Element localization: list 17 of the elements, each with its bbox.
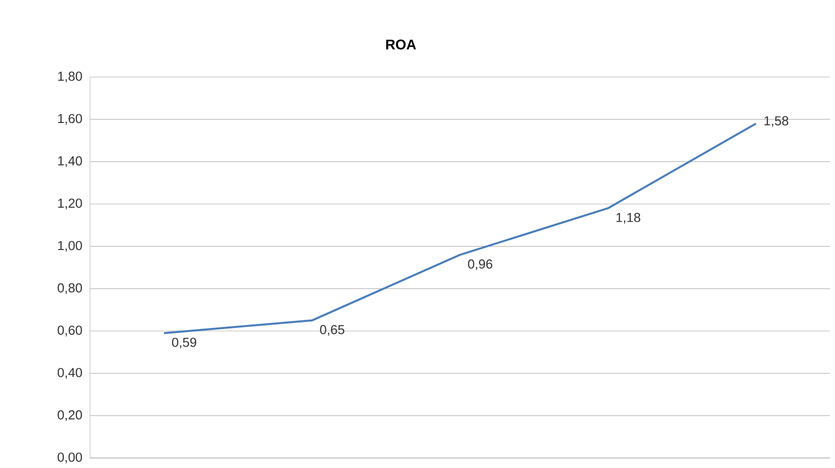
data-label: 0,59: [172, 338, 196, 348]
chart-title: ROA: [386, 40, 416, 50]
data-label: 0,65: [320, 325, 344, 336]
y-tick-label: 0,20: [58, 410, 82, 422]
line-series: [163, 122, 757, 334]
y-tick-label: 1,00: [58, 240, 82, 252]
y-tick-label: 0,40: [58, 368, 82, 379]
data-label: 0,96: [468, 259, 492, 270]
data-label: 1,18: [616, 212, 640, 224]
data-label: 1,58: [764, 116, 788, 127]
y-tick-label: 1,60: [58, 114, 82, 125]
y-tick-label: 1,80: [58, 72, 82, 82]
y-tick-label: 0,60: [58, 326, 82, 336]
y-tick-label: 1,20: [58, 198, 82, 210]
y-tick-label: 0,80: [58, 283, 82, 294]
y-tick-label: 0,00: [58, 452, 82, 464]
y-tick-label: 1,40: [58, 156, 82, 168]
